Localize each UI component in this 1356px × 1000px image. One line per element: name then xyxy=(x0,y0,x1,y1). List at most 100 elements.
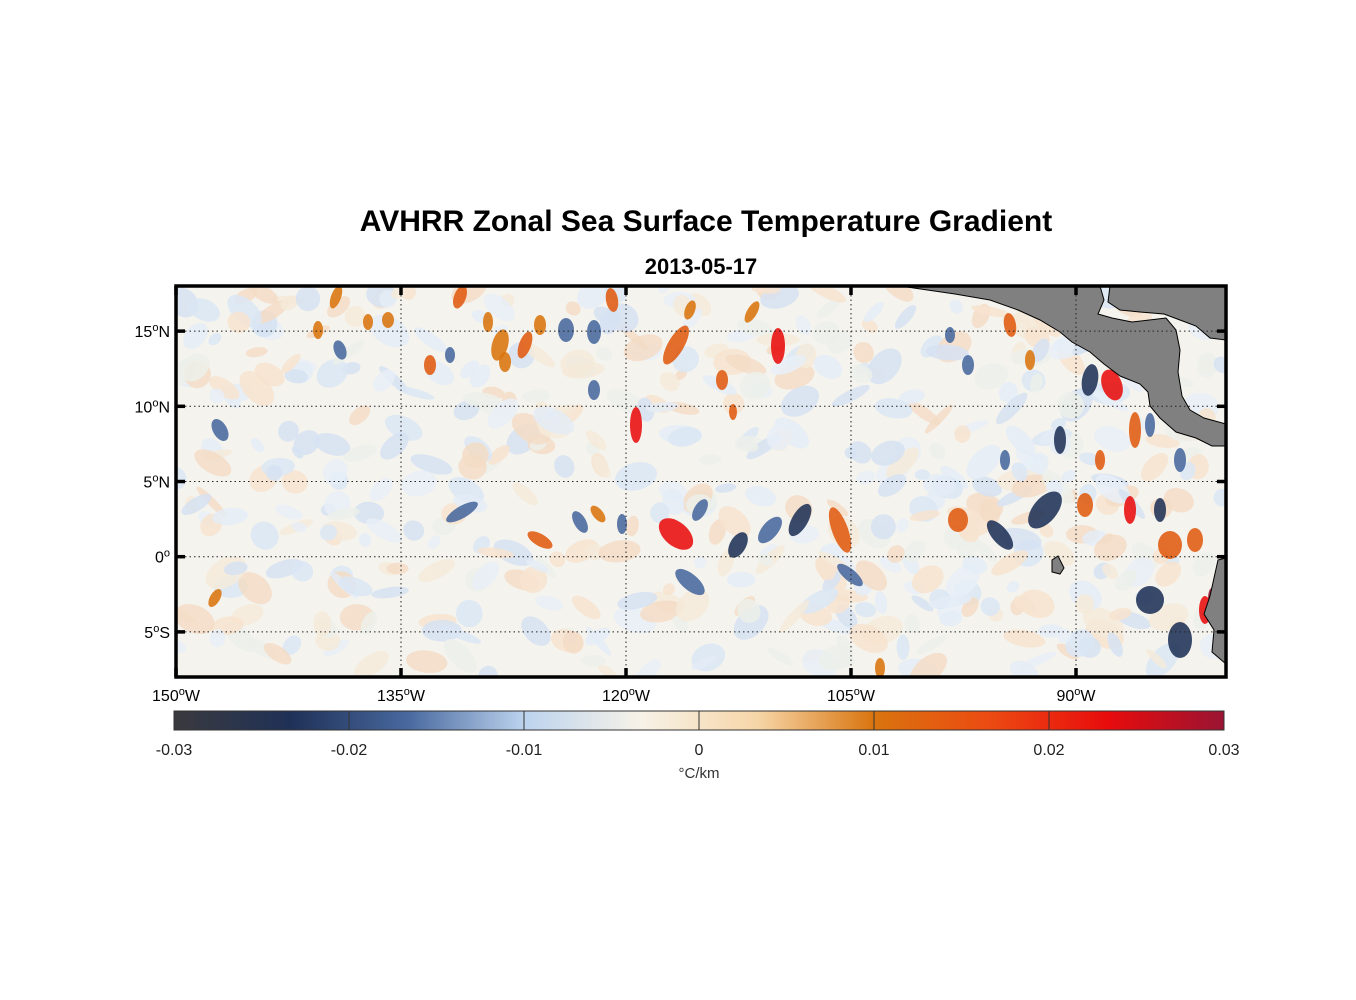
gradient-texture xyxy=(816,298,841,318)
gradient-feature xyxy=(945,327,955,343)
gradient-texture xyxy=(634,659,661,677)
gradient-texture xyxy=(194,449,232,477)
gradient-texture xyxy=(353,501,385,525)
gradient-texture xyxy=(867,348,902,385)
gradient-feature xyxy=(771,328,785,364)
gradient-texture xyxy=(767,647,794,666)
gradient-texture xyxy=(995,392,1028,425)
gradient-texture xyxy=(358,532,372,547)
longitude-labels: 150oW 135oW 120oW 105oW 90oW xyxy=(152,686,1096,705)
colorbar-tick-label: 0.01 xyxy=(858,742,889,759)
gradient-texture xyxy=(477,547,514,559)
gradient-texture xyxy=(386,562,409,575)
gradient-texture xyxy=(245,347,268,358)
gradient-feature xyxy=(527,531,553,549)
gradient-texture xyxy=(822,571,842,592)
galapagos-island xyxy=(1051,555,1065,575)
gradient-texture xyxy=(212,507,248,526)
gradient-texture xyxy=(911,565,944,594)
gradient-texture xyxy=(1039,523,1054,538)
gradient-texture xyxy=(460,360,480,379)
gradient-feature xyxy=(1095,450,1105,470)
gradient-texture xyxy=(227,294,262,328)
gradient-texture xyxy=(779,600,810,633)
map-subtitle-date: 2013-05-17 xyxy=(644,254,758,279)
gradient-texture xyxy=(592,456,611,479)
gradient-feature xyxy=(588,380,600,400)
gradient-feature xyxy=(534,315,546,335)
gradient-feature xyxy=(517,331,533,359)
gradient-texture xyxy=(826,499,849,517)
gradient-feature xyxy=(1025,350,1035,370)
latitude-labels: 15oN 10oN 5oN 0o 5oS xyxy=(135,322,170,642)
gradient-texture xyxy=(863,301,884,323)
gradient-texture xyxy=(512,482,538,506)
colorbar-tick-label: 0.02 xyxy=(1033,742,1064,759)
gradient-texture xyxy=(1146,649,1167,669)
gradient-feature xyxy=(499,352,511,372)
gradient-texture xyxy=(870,514,896,540)
land-mask xyxy=(899,286,1226,665)
gradient-texture xyxy=(291,521,308,533)
gradient-texture xyxy=(886,447,920,479)
gradient-texture xyxy=(723,393,745,415)
gradient-texture xyxy=(319,524,337,541)
gradient-texture xyxy=(371,586,409,599)
gradient-texture xyxy=(668,426,702,447)
colorbar-tick-label: -0.01 xyxy=(506,742,543,759)
latitude-tick-label: 10oN xyxy=(135,397,170,416)
gradient-texture xyxy=(209,629,226,648)
gradient-texture xyxy=(360,611,378,635)
gradient-feature xyxy=(211,419,229,441)
gradient-texture xyxy=(526,559,549,573)
gradient-texture xyxy=(1090,389,1129,412)
gradient-texture xyxy=(1061,469,1076,483)
gradient-texture xyxy=(282,635,302,656)
gradient-texture xyxy=(263,642,292,665)
gradient-feature xyxy=(675,568,705,596)
gradient-feature xyxy=(453,286,467,309)
gradient-texture xyxy=(1094,426,1131,452)
longitude-tick-label: 135oW xyxy=(377,686,426,705)
gradient-texture xyxy=(1006,581,1020,593)
gradient-texture xyxy=(523,342,555,368)
gradient-texture xyxy=(313,611,332,637)
gradient-texture xyxy=(463,392,503,409)
gradient-texture xyxy=(745,485,777,507)
gradient-texture xyxy=(327,296,351,318)
gradient-texture xyxy=(343,444,377,462)
gradient-texture xyxy=(925,344,969,361)
gradient-feature xyxy=(837,563,863,587)
gradient-texture xyxy=(853,342,874,364)
gradient-texture xyxy=(650,502,670,524)
gradient-texture xyxy=(879,556,902,573)
gradient-texture xyxy=(909,510,940,522)
gradient-texture xyxy=(281,353,301,374)
gradient-texture xyxy=(414,327,448,353)
gradient-texture xyxy=(899,389,925,405)
gradient-texture xyxy=(349,405,371,426)
gradient-feature xyxy=(1129,412,1141,448)
gradient-feature xyxy=(1136,586,1164,614)
gradient-texture xyxy=(849,364,873,383)
gradient-texture xyxy=(266,465,283,481)
gradient-texture xyxy=(904,614,920,634)
gradient-texture xyxy=(972,476,1002,497)
gradient-feature xyxy=(1000,450,1010,470)
gradient-texture xyxy=(250,286,278,304)
gradient-texture xyxy=(1115,569,1137,591)
gradient-texture xyxy=(915,635,947,655)
gradient-texture xyxy=(316,359,349,388)
gradient-texture xyxy=(403,520,425,541)
gradient-texture xyxy=(1102,563,1118,580)
gradient-texture xyxy=(856,470,876,485)
gradient-feature xyxy=(658,518,694,550)
gradient-texture xyxy=(874,398,913,419)
gradient-texture xyxy=(462,442,489,469)
gradient-texture xyxy=(441,626,482,644)
gradient-texture xyxy=(974,363,1009,390)
gradient-feature xyxy=(1168,622,1192,658)
gradient-texture xyxy=(663,583,675,596)
map-title: AVHRR Zonal Sea Surface Temperature Grad… xyxy=(359,205,1053,238)
gradient-feature xyxy=(744,301,760,323)
